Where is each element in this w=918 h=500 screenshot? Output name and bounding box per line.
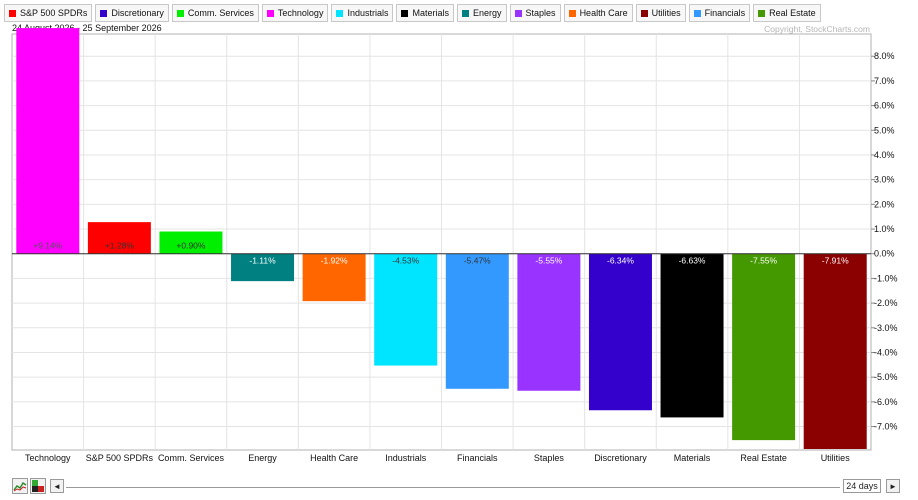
legend-label: Technology (277, 8, 324, 18)
legend-swatch (100, 9, 108, 17)
bar-value-label: +9.14% (33, 241, 63, 251)
bar (87, 222, 151, 254)
x-tick-label: Materials (674, 453, 711, 463)
x-tick-label: S&P 500 SPDRs (86, 453, 154, 463)
legend-label: Comm. Services (187, 8, 254, 18)
date-scroll-track[interactable] (66, 487, 840, 488)
bar-value-label: +1.28% (105, 241, 135, 251)
x-tick-label: Utilities (821, 453, 851, 463)
legend-swatch (266, 9, 274, 17)
y-tick-label: -3.0% (874, 323, 898, 333)
legend-swatch (514, 9, 522, 17)
line-chart-icon[interactable] (12, 478, 28, 494)
legend-item[interactable]: Staples (509, 4, 561, 22)
bar (159, 231, 223, 254)
legend-swatch (568, 9, 576, 17)
bar-value-label: -7.55% (750, 256, 777, 266)
y-tick-label: 1.0% (874, 224, 895, 234)
legend-swatch (693, 9, 701, 17)
scroll-right-button[interactable]: ► (886, 479, 900, 493)
legend-item[interactable]: Utilities (635, 4, 686, 22)
x-tick-label: Comm. Services (158, 453, 225, 463)
bar (660, 253, 724, 418)
legend-swatch (9, 9, 16, 17)
y-tick-label: -1.0% (874, 273, 898, 283)
legend-swatch (462, 9, 469, 17)
x-tick-label: Health Care (310, 453, 358, 463)
y-tick-label: -2.0% (874, 298, 898, 308)
legend-item[interactable]: Technology (261, 4, 329, 22)
legend-label: Staples (525, 8, 556, 18)
y-tick-label: 6.0% (874, 101, 895, 111)
x-tick-label: Energy (248, 453, 277, 463)
legend-item[interactable]: Health Care (563, 4, 633, 22)
bar-value-label: -1.11% (249, 256, 276, 266)
legend: S&P 500 SPDRs Discretionary Comm. Services… (4, 4, 821, 22)
y-tick-label: 7.0% (874, 76, 895, 86)
bar-value-label: -5.55% (535, 256, 562, 266)
bar (231, 253, 295, 282)
legend-label: S&P 500 SPDRs (20, 8, 88, 18)
y-tick-label: 5.0% (874, 125, 895, 135)
bar-value-label: -4.53% (392, 256, 419, 266)
y-tick-label: 0.0% (874, 249, 895, 259)
copyright-text: Copyright, StockCharts.com (764, 24, 870, 34)
legend-swatch (758, 9, 766, 17)
x-tick-label: Real Estate (740, 453, 787, 463)
bar (445, 253, 509, 389)
legend-label: Discretionary (111, 8, 164, 18)
x-tick-label: Financials (457, 453, 498, 463)
legend-item[interactable]: Industrials (331, 4, 394, 22)
bar-value-label: -5.47% (464, 256, 491, 266)
bar (588, 253, 652, 411)
bar (517, 253, 581, 391)
legend-item[interactable]: Real Estate (753, 4, 821, 22)
legend-label: Health Care (579, 8, 628, 18)
legend-swatch (336, 9, 344, 17)
legend-label: Industrials (347, 8, 389, 18)
x-tick-label: Technology (25, 453, 71, 463)
y-tick-label: 2.0% (874, 199, 895, 209)
y-tick-label: -7.0% (874, 422, 898, 432)
legend-item[interactable]: Discretionary (95, 4, 169, 22)
y-tick-label: -6.0% (874, 397, 898, 407)
bar-value-label: +0.90% (176, 241, 206, 251)
legend-label: Energy (473, 8, 502, 18)
bar-value-label: -6.63% (679, 256, 706, 266)
bar-value-label: -7.91% (822, 256, 849, 266)
y-tick-label: 8.0% (874, 51, 895, 61)
y-tick-label: 4.0% (874, 150, 895, 160)
bar (16, 28, 80, 254)
legend-item[interactable]: S&P 500 SPDRs (4, 4, 93, 22)
bar (374, 253, 438, 366)
legend-swatch (640, 9, 648, 17)
bar (803, 253, 867, 450)
legend-swatch (176, 9, 184, 17)
bar (302, 253, 366, 302)
x-tick-label: Industrials (385, 453, 427, 463)
scroll-left-button[interactable]: ◄ (50, 479, 64, 493)
legend-item[interactable]: Materials (396, 4, 454, 22)
performance-bar-chart: 8.0% 7.0% 6.0% 5.0% 4.0% 3.0% 2.0% 1.0% 0.0% -1.0… (11, 28, 898, 463)
legend-item[interactable]: Financials (688, 4, 751, 22)
x-tick-label: Staples (534, 453, 565, 463)
days-selector[interactable]: 24 days (843, 479, 881, 493)
bar-view-icon[interactable] (30, 478, 46, 494)
legend-label: Materials (412, 8, 449, 18)
date-range: 24 August 2026 - 25 September 2026 (12, 23, 162, 33)
bar-value-label: -1.92% (321, 256, 348, 266)
legend-item[interactable]: Energy (457, 4, 507, 22)
legend-item[interactable]: Comm. Services (171, 4, 259, 22)
legend-swatch (401, 9, 409, 17)
bar (732, 253, 796, 441)
y-tick-label: 3.0% (874, 175, 895, 185)
x-tick-label: Discretionary (594, 453, 647, 463)
bar-value-label: -6.34% (607, 256, 634, 266)
y-tick-label: -5.0% (874, 372, 898, 382)
legend-label: Financials (704, 8, 746, 18)
legend-label: Real Estate (769, 8, 816, 18)
legend-label: Utilities (651, 8, 681, 18)
chart-controls: ◄ 24 days ► (0, 477, 918, 499)
y-tick-label: -4.0% (874, 347, 898, 357)
